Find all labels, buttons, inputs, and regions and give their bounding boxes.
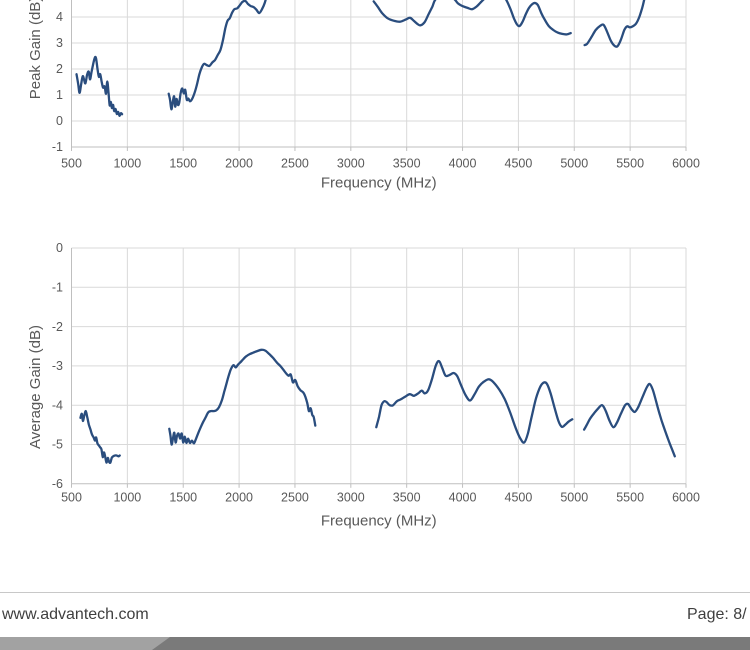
- x-axis-tick-labels: 500 1000 1500 2000 2500 3000 3500 4000 4500 5000 5…: [61, 157, 700, 171]
- horizontal-gridlines: [71, 16, 686, 122]
- y-axis-title: Average Gain (dB): [27, 325, 44, 449]
- svg-text:-1: -1: [52, 281, 63, 295]
- svg-text:-5: -5: [52, 438, 63, 452]
- svg-text:4000: 4000: [449, 157, 477, 171]
- svg-text:0: 0: [56, 241, 63, 255]
- svg-text:1500: 1500: [169, 491, 197, 505]
- axes: [71, 248, 687, 488]
- svg-text:-3: -3: [52, 359, 63, 373]
- svg-text:1000: 1000: [113, 491, 141, 505]
- x-axis-tick-labels: 500 1000 1500 2000 2500 3000 3500 4000 4500 5000 5…: [61, 491, 700, 505]
- series-line: [75, 0, 646, 117]
- svg-text:1000: 1000: [113, 157, 141, 171]
- svg-text:2500: 2500: [281, 157, 309, 171]
- svg-text:-2: -2: [52, 320, 63, 334]
- svg-text:2500: 2500: [281, 491, 309, 505]
- x-axis-title: Frequency (MHz): [321, 175, 437, 192]
- footer-website-text: www.advantech.com: [2, 606, 149, 623]
- svg-text:5000: 5000: [560, 157, 588, 171]
- x-axis-title: Frequency (MHz): [321, 513, 437, 530]
- svg-text:5500: 5500: [616, 491, 644, 505]
- svg-text:3500: 3500: [393, 491, 421, 505]
- svg-text:500: 500: [61, 491, 82, 505]
- y-axis-title: Peak Gain (dB): [27, 0, 44, 99]
- footer-page-number: Page: 8/: [687, 606, 747, 623]
- svg-text:4000: 4000: [449, 491, 477, 505]
- svg-text:-4: -4: [52, 398, 63, 412]
- average-gain-chart: 500 1000 1500 2000 2500 3000 3500 4000 4500 5000 5…: [27, 241, 700, 530]
- peak-gain-chart: 500 1000 1500 2000 2500 3000 3500 4000 4500 5000 5…: [27, 0, 700, 192]
- svg-text:5000: 5000: [560, 491, 588, 505]
- vertical-gridlines: [126, 0, 687, 147]
- svg-text:0: 0: [56, 114, 63, 128]
- svg-text:3000: 3000: [337, 491, 365, 505]
- y-axis-tick-labels: 4 3 2 1 0 -1: [52, 10, 63, 154]
- y-axis-tick-labels: 0 -1 -2 -3 -4 -5 -6: [52, 241, 63, 491]
- svg-text:-1: -1: [52, 140, 63, 154]
- svg-text:3: 3: [56, 36, 63, 50]
- svg-text:2000: 2000: [225, 157, 253, 171]
- footer-brand-bar: [0, 637, 750, 650]
- svg-text:2: 2: [56, 62, 63, 76]
- svg-text:1: 1: [56, 88, 63, 102]
- svg-text:6000: 6000: [672, 491, 700, 505]
- footer-bar-light-segment: [0, 637, 170, 650]
- svg-text:-6: -6: [52, 477, 63, 491]
- svg-text:4500: 4500: [505, 157, 533, 171]
- series-line: [79, 348, 676, 464]
- svg-text:500: 500: [61, 157, 82, 171]
- svg-text:6000: 6000: [672, 157, 700, 171]
- axes: [71, 0, 687, 151]
- horizontal-gridlines: [71, 247, 686, 445]
- svg-text:4: 4: [56, 10, 63, 24]
- footer-divider: [0, 592, 750, 593]
- svg-text:2000: 2000: [225, 491, 253, 505]
- svg-text:5500: 5500: [616, 157, 644, 171]
- svg-text:3500: 3500: [393, 157, 421, 171]
- svg-text:1500: 1500: [169, 157, 197, 171]
- svg-text:4500: 4500: [505, 491, 533, 505]
- svg-text:3000: 3000: [337, 157, 365, 171]
